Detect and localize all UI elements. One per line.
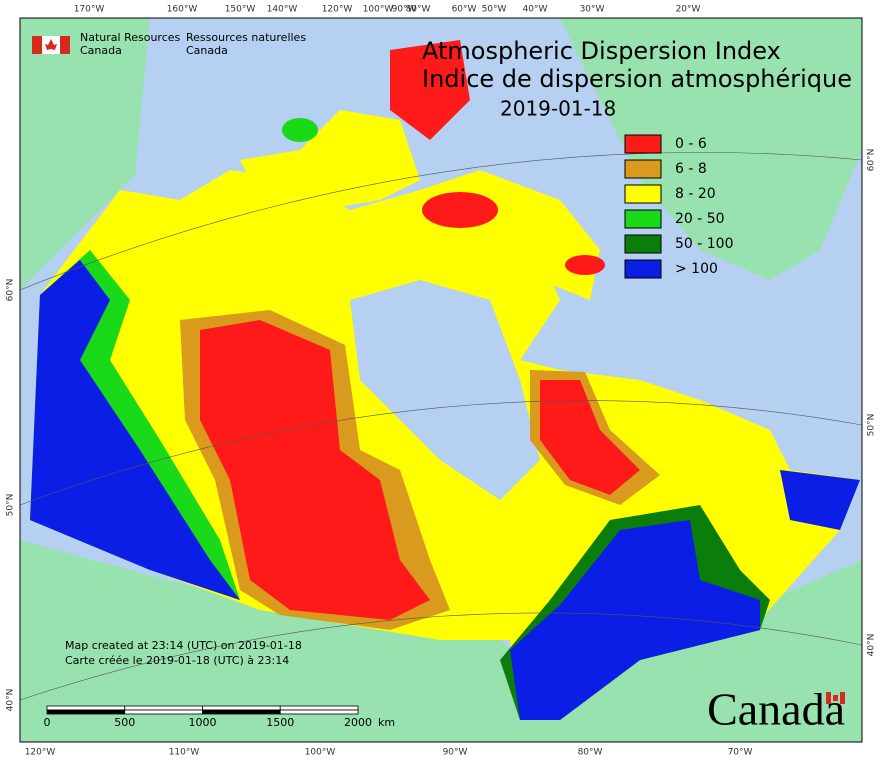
flag-bar bbox=[826, 692, 831, 704]
lon-label: 80°W bbox=[578, 748, 603, 758]
wordmark: Canada bbox=[707, 684, 845, 735]
scale-segment bbox=[202, 709, 281, 715]
parallel-40 bbox=[19, 612, 863, 701]
lat-label: 50°N bbox=[867, 414, 877, 437]
lon-label: 110°W bbox=[169, 748, 200, 758]
greenland bbox=[560, 18, 862, 280]
lat-label: 60°N bbox=[867, 149, 877, 172]
legend-swatch bbox=[624, 184, 662, 204]
lon-label: 90°W bbox=[443, 748, 468, 758]
lon-label: 120°W bbox=[25, 748, 56, 758]
scale-label: 500 bbox=[114, 716, 135, 729]
credit: Carte créée le 2019-01-18 (UTC) à 23:14 bbox=[65, 654, 289, 667]
flag-bar bbox=[840, 692, 845, 704]
lon-label: 170°W bbox=[74, 5, 105, 15]
legend-swatch bbox=[624, 209, 662, 229]
land bbox=[20, 18, 862, 742]
index-0-6-prairies bbox=[200, 320, 430, 620]
index-over-100-east bbox=[510, 520, 760, 720]
index-0-6-quebec bbox=[540, 380, 640, 495]
legend-swatch bbox=[624, 134, 662, 154]
lon-label: 160°W bbox=[167, 5, 198, 15]
legend-label: 20 - 50 bbox=[675, 211, 725, 227]
lon-label: 60°W bbox=[452, 5, 477, 15]
baffin-south bbox=[565, 255, 605, 275]
wordmark-flag bbox=[826, 692, 845, 704]
flag-bar bbox=[32, 36, 42, 54]
parallel-50 bbox=[19, 400, 863, 506]
scale-segment bbox=[124, 709, 203, 715]
arctic-islands bbox=[240, 110, 420, 210]
scale-label: 1500 bbox=[266, 716, 294, 729]
index-over-100-west bbox=[30, 260, 240, 600]
lon-label: 100°W bbox=[363, 5, 394, 15]
legend-label: 6 - 8 bbox=[675, 161, 707, 177]
legend-label: 0 - 6 bbox=[675, 136, 707, 152]
flag-bar bbox=[60, 36, 70, 54]
lon-label: 90°W bbox=[392, 5, 417, 15]
lon-label: 40°W bbox=[523, 5, 548, 15]
agency: Natural Resources bbox=[80, 31, 181, 44]
legend-swatch bbox=[624, 259, 662, 279]
legend-swatch bbox=[624, 159, 662, 179]
legend-label: > 100 bbox=[675, 261, 718, 277]
scale-segment bbox=[279, 705, 359, 711]
scale-segment bbox=[46, 705, 126, 711]
lat-label: 40°N bbox=[867, 634, 877, 657]
nrcan-logo bbox=[32, 36, 70, 54]
agency: Canada bbox=[186, 44, 228, 57]
title: Indice de dispersion atmosphérique bbox=[422, 65, 852, 93]
lon-label: 120°W bbox=[322, 5, 353, 15]
credit: Map created at 23:14 (UTC) on 2019-01-18 bbox=[65, 639, 302, 652]
lat-label: 60°N bbox=[6, 279, 16, 302]
lat-label: 50°N bbox=[6, 494, 16, 517]
legend-label: 50 - 100 bbox=[675, 236, 734, 252]
maple-leaf bbox=[45, 39, 57, 50]
date: 2019-01-18 bbox=[500, 97, 616, 121]
scale-segment bbox=[279, 709, 359, 715]
arctic-green bbox=[282, 118, 318, 142]
lon-label: 50°W bbox=[482, 5, 507, 15]
hudson-bay bbox=[350, 280, 540, 500]
maple-leaf bbox=[833, 695, 838, 701]
scale-segment bbox=[46, 709, 126, 715]
graticule bbox=[19, 152, 863, 701]
scale-label: 0 bbox=[44, 716, 51, 729]
ellesmere bbox=[390, 40, 470, 140]
canada bbox=[30, 40, 860, 720]
lon-label: 70°W bbox=[728, 748, 753, 758]
legend-swatch bbox=[624, 234, 662, 254]
lon-label: 30°W bbox=[580, 5, 605, 15]
parallel-60 bbox=[19, 152, 863, 291]
lon-label: 140°W bbox=[267, 5, 298, 15]
scale-label: 1000 bbox=[189, 716, 217, 729]
lon-label: 20°W bbox=[676, 5, 701, 15]
agency: Ressources naturelles bbox=[186, 31, 306, 44]
frame bbox=[19, 17, 863, 743]
scale-unit: km bbox=[378, 716, 395, 729]
legend-label: 8 - 20 bbox=[675, 186, 716, 202]
alaska bbox=[20, 18, 150, 290]
title: Atmospheric Dispersion Index bbox=[422, 37, 781, 65]
lon-label: 100°W bbox=[305, 748, 336, 758]
newfoundland bbox=[780, 470, 860, 530]
agency: Canada bbox=[80, 44, 122, 57]
lon-label: 150°W bbox=[225, 5, 256, 15]
scale-label: 2000 bbox=[344, 716, 372, 729]
usa bbox=[20, 540, 862, 742]
lat-label: 40°N bbox=[6, 689, 16, 712]
lon-label: 80°W bbox=[406, 5, 431, 15]
scale-bar: 0 500 1000 1500 2000 km bbox=[44, 705, 395, 729]
scale-segment bbox=[124, 705, 203, 711]
baffin-north bbox=[422, 192, 498, 228]
scale-segment bbox=[202, 705, 281, 711]
